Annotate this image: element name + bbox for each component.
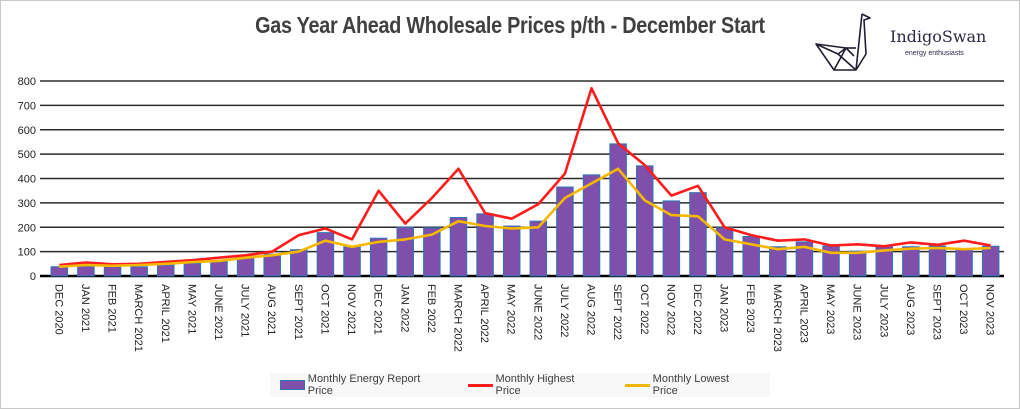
x-tick-label: OCT 2022	[638, 284, 650, 335]
x-tick-label: JAN 2021	[79, 284, 91, 332]
origami-swan-icon	[815, 13, 871, 71]
chart-legend: Monthly Energy Report Price Monthly High…	[270, 373, 770, 397]
y-tick-label: 700	[18, 100, 36, 112]
bar	[981, 245, 1000, 277]
bar	[742, 236, 760, 277]
y-tick-label: 600	[18, 125, 36, 137]
bar	[449, 217, 468, 277]
x-tick-label: OCT 2023	[957, 284, 969, 335]
bar	[343, 246, 361, 277]
bar	[848, 250, 867, 277]
x-tick-label: FEB 2022	[425, 284, 437, 333]
legend-swatch-report-price	[280, 380, 305, 390]
bar	[769, 246, 787, 277]
bar	[689, 192, 707, 277]
lowest-price-line	[59, 167, 991, 268]
legend-swatch-lowest-price	[625, 383, 650, 387]
logo-name: IndigoSwan	[890, 27, 987, 46]
x-tick-label: MARCH 2022	[451, 284, 463, 352]
bar	[582, 174, 601, 277]
y-tick-label: 300	[18, 198, 36, 210]
bar	[396, 226, 414, 277]
bar	[556, 186, 574, 277]
indigoswan-logo: IndigoSwan energy enthusiasts	[810, 10, 1010, 72]
bar	[902, 246, 920, 277]
x-tick-label: DEC 2020	[52, 284, 64, 335]
x-tick-label: JUNE 2021	[212, 284, 224, 340]
x-tick-label: MAY 2021	[185, 284, 197, 334]
x-tick-label: JUNE 2022	[531, 284, 543, 340]
chart-title: Gas Year Ahead Wholesale Prices p/th - D…	[255, 12, 765, 38]
x-tick-label: DEC 2022	[691, 284, 703, 335]
x-tick-label: APRIL 2021	[159, 284, 171, 343]
legend-swatch-highest-price	[467, 383, 493, 387]
x-tick-label: APRIL 2022	[478, 284, 490, 343]
x-tick-label: AUG 2023	[904, 284, 916, 335]
bar	[662, 200, 681, 277]
bar	[210, 260, 228, 277]
x-tick-label: MAY 2023	[824, 284, 836, 334]
legend-item-lowest-price: Monthly Lowest Price	[625, 373, 748, 397]
bar	[290, 249, 308, 277]
bar	[529, 220, 548, 277]
bar	[77, 265, 95, 277]
bar	[476, 213, 494, 277]
bar	[263, 253, 281, 277]
x-tick-label: APRIL 2023	[797, 284, 809, 343]
x-tick-label: SEPT 2023	[930, 284, 942, 340]
x-tick-label: SEPT 2021	[292, 284, 304, 340]
legend-item-highest-price: Monthly Highest Price	[467, 373, 593, 397]
x-tick-label: AUG 2021	[265, 284, 277, 335]
bar	[369, 237, 388, 277]
x-tick-label: MARCH 2023	[771, 284, 783, 352]
bar	[423, 227, 441, 277]
x-tick-label: JAN 2022	[398, 284, 410, 332]
y-tick-label: 0	[30, 271, 36, 283]
y-tick-label: 200	[18, 222, 36, 234]
x-tick-label: NOV 2023	[984, 284, 996, 335]
x-tick-label: AUG 2022	[585, 284, 597, 335]
bar	[103, 266, 122, 277]
legend-label-lowest-price: Monthly Lowest Price	[652, 373, 730, 397]
y-tick-label: 100	[18, 247, 36, 259]
legend-label-report-price: Monthly Energy Report Price	[307, 373, 421, 397]
bar	[50, 266, 69, 277]
x-tick-label: JULY 2021	[239, 284, 251, 337]
x-tick-label: JULY 2023	[877, 284, 889, 337]
highest-price-line	[59, 87, 991, 267]
x-tick-label: SEPT 2022	[611, 284, 623, 340]
bar	[183, 262, 202, 277]
x-tick-label: NOV 2021	[345, 284, 357, 335]
bar	[157, 264, 175, 277]
bar	[130, 266, 148, 277]
bar	[928, 245, 947, 277]
x-tick-label: NOV 2022	[664, 284, 676, 335]
y-tick-label: 500	[18, 149, 36, 161]
legend-label-highest-price: Monthly Highest Price	[495, 373, 575, 397]
legend-item-report-price: Monthly Energy Report Price	[280, 373, 436, 397]
bar	[795, 241, 814, 277]
x-tick-label: OCT 2021	[318, 284, 330, 335]
x-tick-label: MARCH 2021	[132, 284, 144, 352]
y-tick-label: 400	[18, 174, 36, 186]
x-tick-label: DEC 2021	[372, 284, 384, 335]
chart-plot: 0 100 200 300 400 500 600 700 800 DEC 2020 JAN 20…	[18, 76, 1004, 352]
logo-tagline: energy enthusiasts	[905, 50, 964, 57]
x-tick-label: FEB 2021	[106, 284, 118, 333]
y-tick-label: 800	[18, 76, 36, 88]
x-tick-label: MAY 2022	[505, 284, 517, 334]
bar	[502, 225, 521, 277]
x-tick-label: JULY 2022	[558, 284, 570, 337]
bar	[636, 165, 654, 277]
bar	[955, 248, 973, 277]
x-tick-label: JUNE 2023	[851, 284, 863, 340]
bar	[609, 143, 627, 277]
x-tick-label: FEB 2023	[744, 284, 756, 333]
x-tick-label: JAN 2023	[718, 284, 730, 332]
bar	[316, 232, 335, 277]
